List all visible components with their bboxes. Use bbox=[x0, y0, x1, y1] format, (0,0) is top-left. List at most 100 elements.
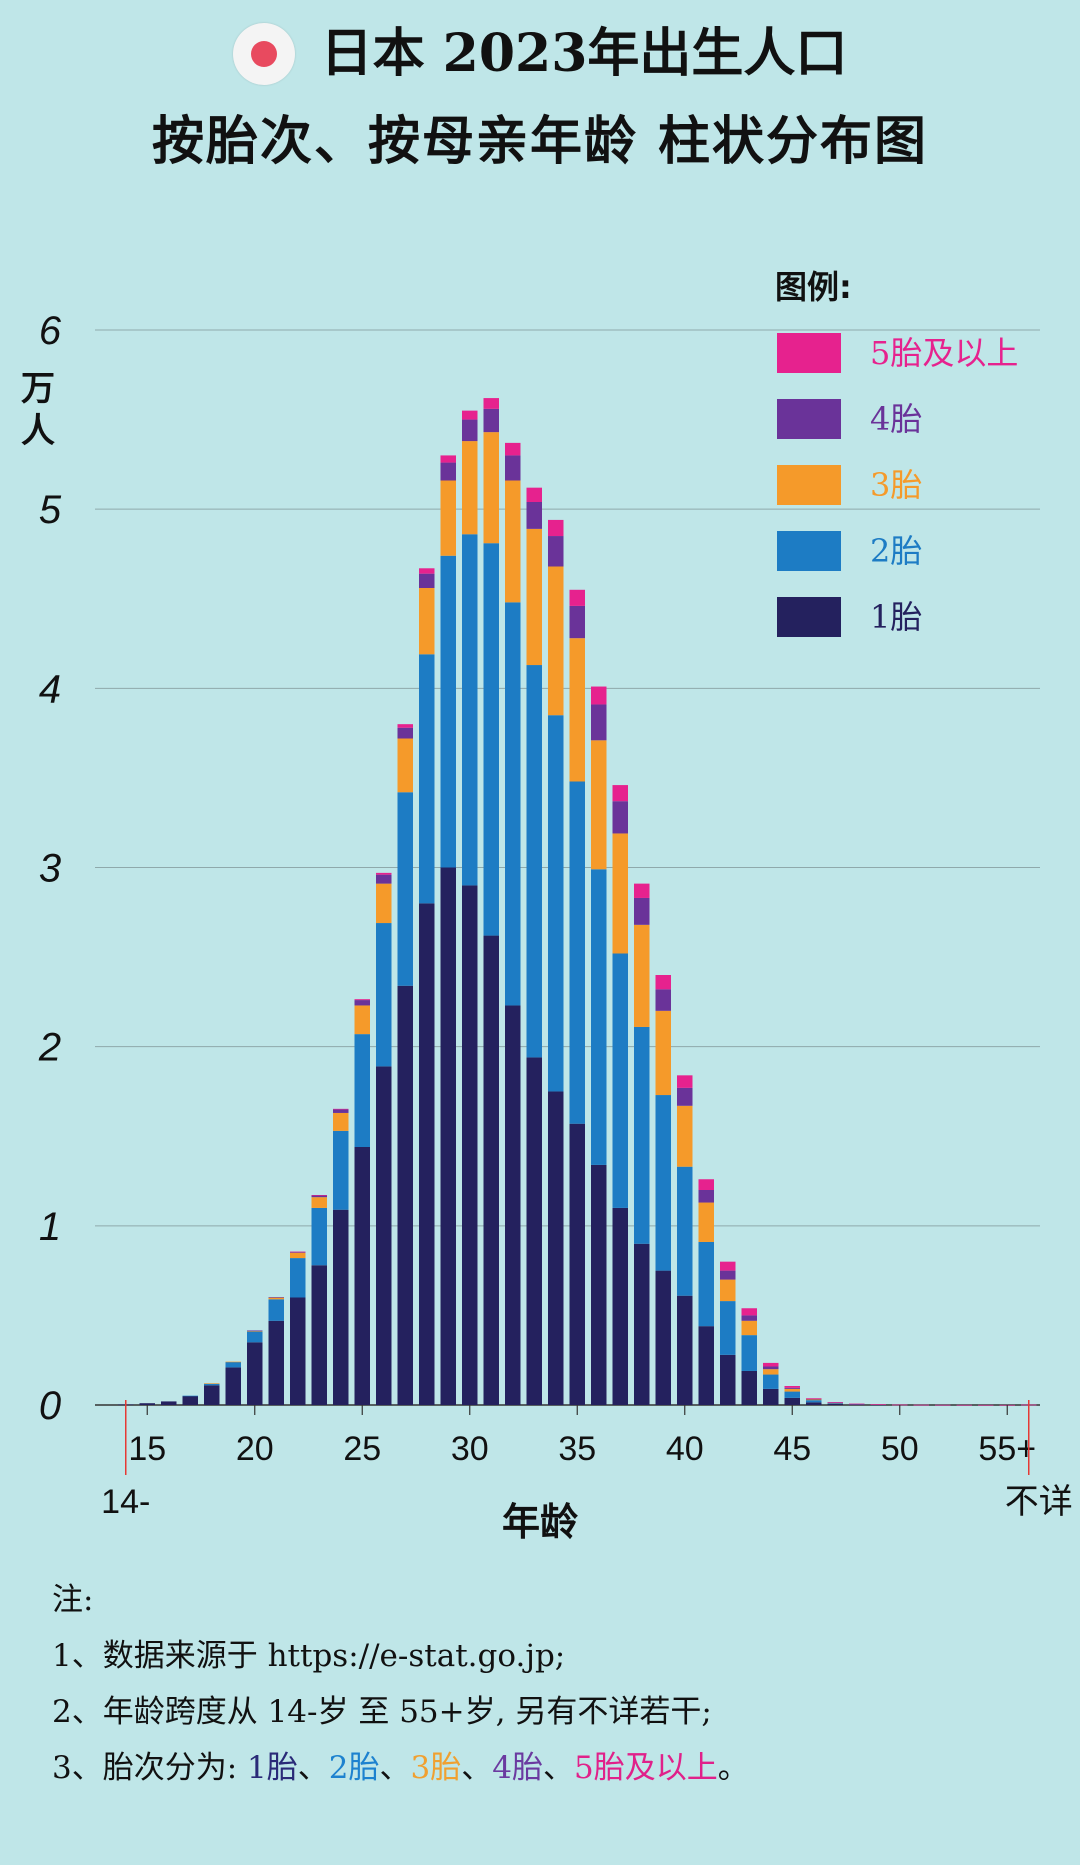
bar-segment bbox=[634, 1243, 650, 1405]
bar-segment bbox=[333, 1109, 349, 1113]
legend-label: 3胎 bbox=[870, 466, 922, 504]
x-tick-label: 20 bbox=[236, 1430, 274, 1468]
notes-birth-order-3: 3胎 bbox=[410, 1750, 462, 1786]
bar-segment bbox=[655, 1270, 671, 1405]
y-tick-label: 4 bbox=[39, 667, 61, 711]
bar-segment bbox=[354, 1005, 370, 1035]
bar-segment bbox=[483, 398, 499, 409]
legend-label: 1胎 bbox=[870, 598, 922, 636]
bar-segment bbox=[720, 1354, 736, 1405]
bar-segment bbox=[204, 1383, 220, 1384]
bar-segment bbox=[376, 1066, 392, 1405]
bar-segment bbox=[806, 1398, 822, 1400]
bar-segment bbox=[397, 985, 413, 1405]
bar-segment bbox=[268, 1297, 284, 1300]
bar-segment bbox=[612, 833, 628, 954]
bar-segment bbox=[784, 1386, 800, 1388]
bar-segment bbox=[763, 1366, 779, 1370]
bar-segment bbox=[698, 1326, 714, 1405]
bar-segment bbox=[763, 1388, 779, 1405]
bar-segment bbox=[784, 1387, 800, 1389]
bar-segment bbox=[505, 480, 521, 603]
bar-segment bbox=[849, 1404, 865, 1406]
bar-segment bbox=[698, 1241, 714, 1327]
bar-segment bbox=[978, 1404, 994, 1406]
bar-segment bbox=[548, 1091, 564, 1405]
title-main: 日本 2023年出生人口 bbox=[320, 23, 848, 84]
bar-segment bbox=[935, 1404, 951, 1406]
bar-segment bbox=[397, 738, 413, 793]
bar-segment bbox=[634, 883, 650, 898]
bar-segment bbox=[741, 1335, 757, 1371]
bar-segment bbox=[483, 432, 499, 544]
bar-segment bbox=[655, 975, 671, 990]
y-tick-label: 0 bbox=[39, 1384, 61, 1428]
bar-segment bbox=[849, 1403, 865, 1405]
legend-swatch bbox=[777, 333, 841, 373]
y-axis-unit-label: 万 bbox=[21, 369, 55, 409]
bar-segment bbox=[376, 872, 392, 875]
y-tick-label: 1 bbox=[39, 1205, 61, 1249]
bar-segment bbox=[440, 462, 456, 481]
notes-sep: 、 bbox=[461, 1750, 493, 1786]
bar-segment bbox=[763, 1374, 779, 1389]
bar-segment bbox=[333, 1130, 349, 1210]
bar-segment bbox=[720, 1279, 736, 1302]
x-tick-label: 15 bbox=[128, 1430, 166, 1468]
notes-heading: 注: bbox=[52, 1582, 94, 1618]
notes-line-3: 3、胎次分为: 1胎、2胎、3胎、4胎、5胎及以上。 bbox=[52, 1740, 749, 1796]
bar-segment bbox=[440, 480, 456, 556]
bar-segment bbox=[827, 1402, 843, 1403]
legend-swatch bbox=[777, 465, 841, 505]
bar-segment bbox=[268, 1299, 284, 1321]
bar-segment bbox=[483, 408, 499, 433]
bar-segment bbox=[677, 1295, 693, 1405]
bar-segment bbox=[741, 1370, 757, 1405]
bar-segment bbox=[698, 1179, 714, 1190]
bar-segment bbox=[677, 1105, 693, 1167]
bar-segment bbox=[720, 1261, 736, 1271]
bar-segment bbox=[268, 1297, 284, 1298]
title-line-2: 按胎次、按母亲年龄 柱状分布图 bbox=[151, 111, 929, 172]
notes-birth-order-5plus: 5胎及以上 bbox=[573, 1750, 718, 1786]
bar-segment bbox=[139, 1403, 155, 1405]
bar-segment bbox=[483, 543, 499, 936]
bar-segment bbox=[634, 897, 650, 925]
notes-sep: 、 bbox=[379, 1750, 411, 1786]
bar-segment bbox=[569, 1123, 585, 1405]
bar-segment bbox=[333, 1209, 349, 1405]
notes-sep: 、 bbox=[297, 1750, 329, 1786]
bar-segment bbox=[612, 1207, 628, 1405]
notes-birth-order-1: 1胎 bbox=[247, 1750, 298, 1786]
bar-segment bbox=[376, 923, 392, 1067]
bar-segment bbox=[827, 1402, 843, 1404]
notes-line-1: 1、数据来源于 https://e-stat.go.jp; bbox=[52, 1638, 566, 1674]
legend-label: 5胎及以上 bbox=[870, 334, 1018, 372]
bar-segment bbox=[763, 1369, 779, 1375]
bar-segment bbox=[462, 419, 478, 442]
bar-segment bbox=[462, 441, 478, 535]
x-tick-label: 40 bbox=[666, 1430, 704, 1468]
bar-segment bbox=[462, 534, 478, 886]
bar-segment bbox=[569, 781, 585, 1124]
bar-segment bbox=[956, 1404, 972, 1406]
notes-sep: 、 bbox=[542, 1750, 574, 1786]
bar-segment bbox=[505, 1005, 521, 1405]
bar-segment bbox=[806, 1402, 822, 1405]
legend-swatch bbox=[777, 399, 841, 439]
bar-segment bbox=[526, 665, 542, 1058]
x-tick-label: 50 bbox=[881, 1430, 919, 1468]
notes-end: 。 bbox=[717, 1750, 749, 1786]
bar-segment bbox=[892, 1404, 908, 1406]
legend-swatch bbox=[777, 597, 841, 637]
notes-birth-order-4: 4胎 bbox=[492, 1750, 543, 1786]
bar-segment bbox=[720, 1270, 736, 1280]
bar-segment bbox=[440, 555, 456, 868]
bar-segment bbox=[870, 1404, 886, 1405]
bar-segment bbox=[655, 1010, 671, 1096]
notes-birth-order-2: 2胎 bbox=[328, 1750, 380, 1786]
bar-segment bbox=[225, 1367, 241, 1405]
x-end-label-left: 14- bbox=[101, 1483, 150, 1521]
bar-segment bbox=[290, 1252, 306, 1259]
